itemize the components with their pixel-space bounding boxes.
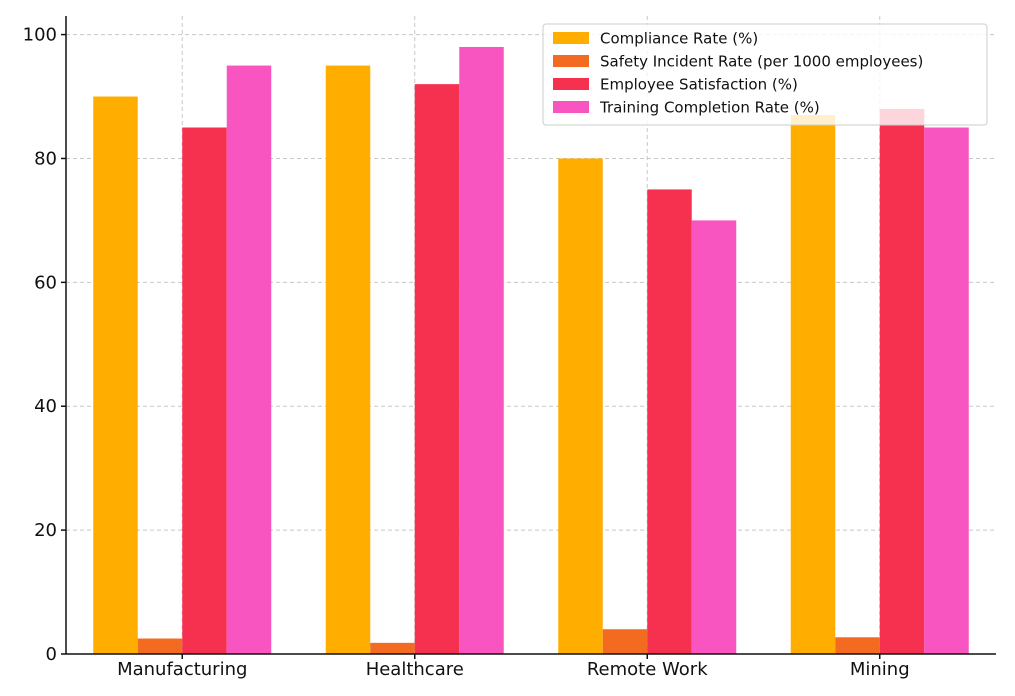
y-tick-label: 20 xyxy=(34,520,57,541)
x-tick-label: Mining xyxy=(850,659,910,680)
bar xyxy=(647,189,692,654)
legend: Compliance Rate (%) Safety Incident Rate … xyxy=(542,23,988,126)
x-tick-label: Remote Work xyxy=(587,659,708,680)
bar xyxy=(790,115,836,654)
legend-swatch xyxy=(553,101,589,113)
legend-swatch xyxy=(553,32,589,44)
bar xyxy=(137,638,183,654)
bar xyxy=(370,642,415,654)
axes xyxy=(61,16,996,659)
bar xyxy=(93,96,138,654)
bar xyxy=(414,84,460,654)
bar xyxy=(602,629,648,654)
y-tick-label: 0 xyxy=(46,644,57,665)
bar xyxy=(691,220,737,654)
bar xyxy=(459,46,504,654)
bars xyxy=(93,46,969,655)
bar xyxy=(924,127,969,655)
x-tick-label: Healthcare xyxy=(366,659,464,680)
x-tick-label: Manufacturing xyxy=(117,659,247,680)
legend-label: Employee Satisfaction (%) xyxy=(600,76,798,94)
y-tick-label: 40 xyxy=(34,396,57,417)
bar xyxy=(226,65,272,654)
y-tick-label: 80 xyxy=(34,148,57,169)
legend-box xyxy=(542,23,988,126)
legend-swatch xyxy=(553,55,589,67)
legend-label: Safety Incident Rate (per 1000 employees… xyxy=(600,53,923,71)
bar xyxy=(879,108,925,655)
bar xyxy=(558,158,603,655)
y-tick-label: 100 xyxy=(23,25,57,46)
bar xyxy=(325,65,371,654)
legend-label: Compliance Rate (%) xyxy=(600,30,758,48)
legend-label: Training Completion Rate (%) xyxy=(599,99,820,117)
legend-swatch xyxy=(553,78,589,90)
bar xyxy=(182,127,227,655)
tick-labels: 0 20 40 60 80 100 Manufacturing Healthcare Remot… xyxy=(23,25,910,680)
y-tick-label: 60 xyxy=(34,272,57,293)
bar xyxy=(835,637,880,654)
